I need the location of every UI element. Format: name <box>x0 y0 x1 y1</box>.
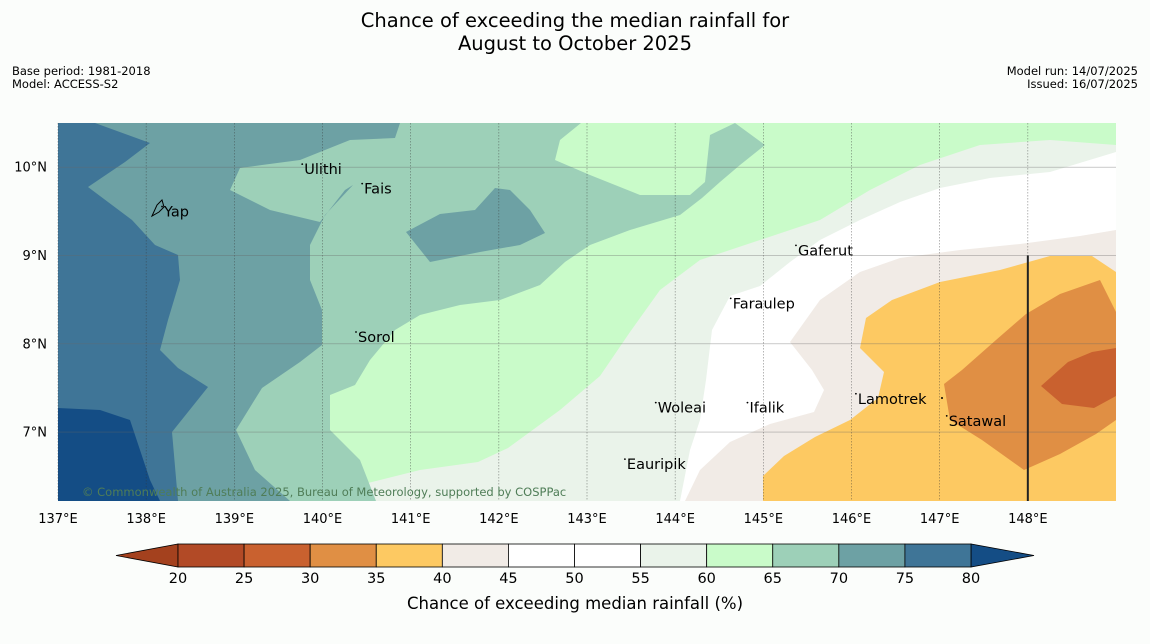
place-marker <box>355 331 357 333</box>
colorbar-swatch <box>640 543 708 568</box>
place-label: Eauripik <box>627 457 686 473</box>
place-label: Sorol <box>358 330 395 346</box>
place-label: Satawal <box>949 414 1006 430</box>
contour-25-30 <box>1041 348 1116 408</box>
place-marker <box>654 401 657 404</box>
place-marker <box>301 163 304 166</box>
map-title: Chance of exceeding the median rainfall … <box>0 9 1150 55</box>
colorbar-tick-label: 20 <box>169 571 187 587</box>
colorbar-tick-label: 45 <box>499 571 517 587</box>
map-title-line2: August to October 2025 <box>457 32 693 55</box>
model-run-info: Model run: 14/07/2025 Issued: 16/07/2025 <box>1007 65 1138 91</box>
colorbar-tick-label: 40 <box>433 571 451 587</box>
model-run-text: Model run: 14/07/2025 <box>1006 64 1138 78</box>
colorbar-swatch <box>508 543 575 568</box>
colorbar-tick-label: 35 <box>367 571 385 587</box>
yap-island-outline <box>150 199 165 218</box>
place-marker <box>161 205 163 208</box>
colorbar-swatch <box>574 543 641 568</box>
base-period-text: Base period: 1981-2018 <box>12 64 151 78</box>
longitude-tick-label: 143°E <box>567 512 607 527</box>
contour-70-75-island <box>406 188 545 262</box>
place-label: Ifalik <box>749 401 784 417</box>
colorbar-swatch <box>375 543 443 568</box>
longitude-tick-label: 147°E <box>920 512 960 527</box>
longitude-tick-labels: 137°E 138°E 139°E 140°E 141°E 142°E 143°E 144°E… <box>38 512 1047 527</box>
place-label: Fais <box>364 182 391 198</box>
longitude-tick-label: 148°E <box>1008 512 1048 527</box>
place-marker <box>729 297 732 300</box>
colorbar-tick-label: 25 <box>235 571 253 587</box>
colorbar-under-arrow <box>115 543 179 568</box>
longitude-tick-label: 146°E <box>832 512 872 527</box>
colorbar-tick-label: 80 <box>962 571 980 587</box>
colorbar-swatch <box>706 543 774 568</box>
graticule <box>57 123 1116 501</box>
longitude-tick-label: 139°E <box>215 512 255 527</box>
colorbar-swatch <box>772 543 840 568</box>
base-period-info: Base period: 1981-2018 Model: ACCESS-S2 <box>12 65 151 91</box>
issued-text: Issued: 16/07/2025 <box>1027 77 1138 91</box>
colorbar-tick-label: 70 <box>830 571 848 587</box>
place-marker <box>361 182 364 185</box>
longitude-tick-label: 142°E <box>479 512 519 527</box>
latitude-tick-label: 8°N <box>23 337 48 352</box>
latitude-tick-label: 9°N <box>23 249 48 264</box>
place-marker <box>624 458 626 461</box>
colorbar-tick-labels: 20 25 30 35 40 45 50 55 60 65 70 75 80 <box>169 571 980 587</box>
colorbar-swatch <box>243 543 311 568</box>
latitude-tick-labels: 10°N 9°N 8°N 7°N <box>14 161 47 441</box>
longitude-tick-label: 145°E <box>744 512 784 527</box>
place-marker <box>945 414 948 417</box>
place-label: Yap <box>163 205 189 221</box>
colorbar-tick-label: 50 <box>565 571 583 587</box>
contour-75-80 <box>58 123 208 501</box>
map-title-line1: Chance of exceeding the median rainfall … <box>360 9 790 32</box>
colorbar-swatch <box>441 543 509 568</box>
colorbar-swatch <box>309 543 377 568</box>
contour-30-35 <box>944 280 1116 470</box>
contour-80-plus <box>58 408 160 501</box>
model-text: Model: ACCESS-S2 <box>12 77 119 91</box>
colorbar-tick-label: 75 <box>896 571 914 587</box>
place-marker <box>795 244 797 247</box>
longitude-tick-label: 144°E <box>655 512 695 527</box>
colorbar <box>115 543 1035 568</box>
colorbar-swatch <box>177 543 245 568</box>
longitude-tick-label: 138°E <box>126 512 166 527</box>
longitude-tick-label: 141°E <box>391 512 431 527</box>
colorbar-tick-label: 65 <box>764 571 782 587</box>
place-label: Faraulep <box>733 296 795 312</box>
place-label: Gaferut <box>798 243 853 259</box>
place-marker <box>855 392 857 395</box>
place-label: Lamotrek <box>858 392 927 408</box>
islet-marker <box>941 397 943 399</box>
colorbar-label: Chance of exceeding median rainfall (%) <box>406 594 744 613</box>
colorbar-swatch <box>838 543 906 568</box>
place-label: Ulithi <box>304 162 342 178</box>
place-marker <box>746 401 749 404</box>
place-label: Woleai <box>658 401 706 417</box>
place-labels: Yap Ulithi Fais Sorol Gaferut Faraulep Lamotre… <box>161 162 1006 473</box>
colorbar-tick-label: 55 <box>631 571 649 587</box>
colorbar-tick-label: 30 <box>301 571 319 587</box>
colorbar-over-arrow <box>970 543 1035 568</box>
longitude-tick-label: 140°E <box>303 512 343 527</box>
colorbar-swatch <box>904 543 972 568</box>
latitude-tick-label: 10°N <box>14 161 47 176</box>
latitude-tick-label: 7°N <box>23 426 48 441</box>
colorbar-tick-label: 60 <box>697 571 715 587</box>
longitude-tick-label: 137°E <box>38 512 78 527</box>
copyright-notice: © Commonwealth of Australia 2025, Bureau… <box>82 485 566 499</box>
